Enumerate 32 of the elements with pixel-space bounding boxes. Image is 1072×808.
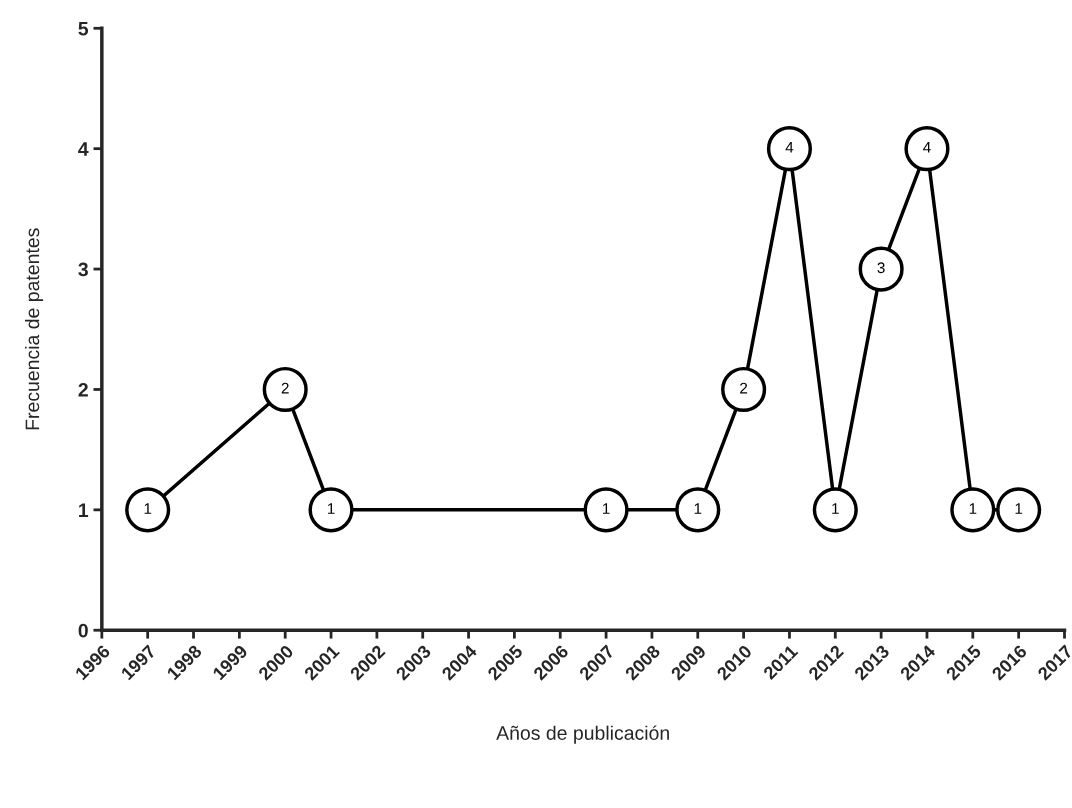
y-axis-title: Frecuencia de patentes: [24, 228, 44, 430]
x-axis-title: Años de publicación: [496, 725, 669, 744]
data-label: 1: [1015, 503, 1023, 514]
point: [904, 126, 950, 172]
data-label: 1: [603, 503, 610, 514]
point: [812, 487, 858, 533]
data-label: 1: [144, 503, 152, 514]
point: [950, 487, 996, 533]
point: [583, 487, 629, 533]
point: [308, 487, 354, 533]
y-tick-label: 0: [78, 623, 88, 638]
y-tick-label: 4: [78, 142, 89, 156]
y-tick-label: 5: [78, 21, 89, 36]
data-label: 2: [740, 382, 748, 394]
point: [996, 487, 1042, 533]
data-label: 1: [832, 503, 839, 514]
y-tick-label: 1: [79, 503, 89, 517]
data-label: 2: [281, 382, 289, 394]
y-tick-label: 3: [78, 262, 88, 277]
point: [125, 487, 171, 533]
data-label: 1: [694, 503, 702, 514]
y-tick-label: 2: [78, 382, 88, 397]
data-label: 4: [785, 142, 794, 153]
point: [766, 126, 813, 172]
data-label: 4: [923, 142, 931, 153]
point: [675, 487, 721, 533]
point: [721, 366, 767, 413]
data-label: 1: [969, 503, 977, 514]
data-label: 3: [877, 262, 885, 274]
data-label: 1: [327, 503, 335, 514]
point: [262, 366, 308, 413]
point: [858, 246, 904, 292]
